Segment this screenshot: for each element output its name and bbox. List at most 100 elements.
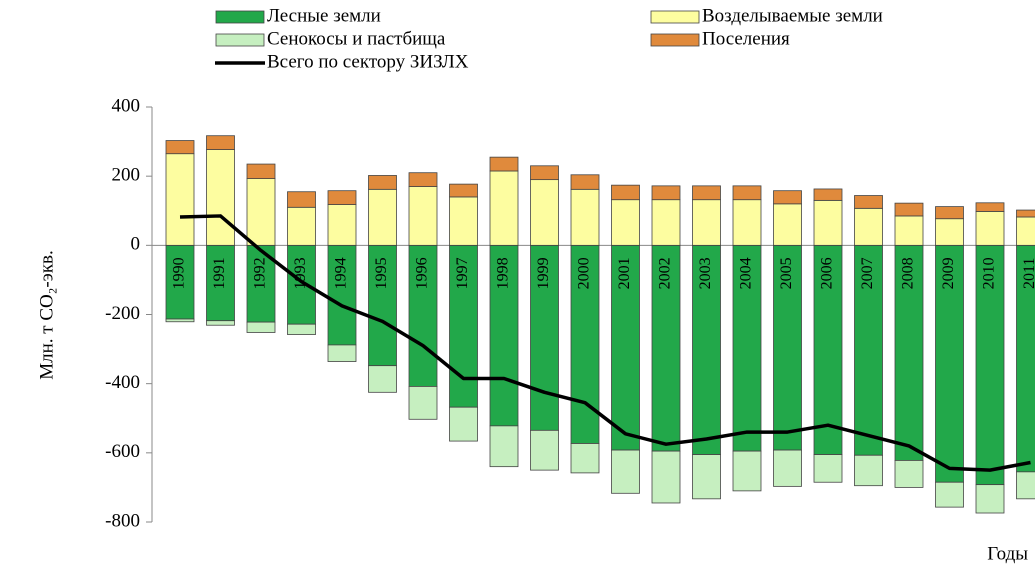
bar bbox=[246, 163, 276, 179]
x-tick-label: 2003 bbox=[697, 257, 714, 289]
legend-label: Поселения bbox=[702, 28, 790, 49]
bar bbox=[854, 195, 883, 209]
bar bbox=[246, 321, 276, 333]
x-tick-label: 1995 bbox=[373, 257, 390, 289]
x-tick-label: 2001 bbox=[616, 257, 633, 289]
y-axis-label: Млн. т CO₂-экв. bbox=[36, 250, 57, 380]
legend-swatch bbox=[650, 10, 700, 24]
bar bbox=[570, 174, 600, 190]
bar bbox=[530, 244, 559, 431]
bar bbox=[206, 320, 235, 326]
x-tick-label: 1998 bbox=[495, 257, 512, 289]
bar bbox=[287, 191, 316, 208]
bar bbox=[449, 406, 478, 442]
y-tick-label: -600 bbox=[105, 441, 140, 462]
x-tick-label: 1990 bbox=[171, 257, 188, 289]
x-tick-label: 1994 bbox=[333, 257, 350, 289]
bar bbox=[530, 429, 559, 471]
bar bbox=[975, 211, 1005, 246]
legend-swatch bbox=[215, 10, 265, 24]
bar bbox=[732, 199, 762, 246]
y-tick-label: -800 bbox=[105, 510, 140, 531]
bar bbox=[449, 196, 478, 246]
bar bbox=[813, 454, 843, 483]
bar bbox=[489, 170, 519, 246]
bar bbox=[975, 244, 1005, 486]
bar bbox=[975, 484, 1005, 514]
x-tick-label: 2004 bbox=[738, 257, 755, 289]
bar bbox=[854, 207, 883, 246]
bar bbox=[611, 449, 640, 494]
bar bbox=[773, 190, 802, 205]
bar bbox=[165, 318, 195, 323]
bar bbox=[327, 344, 357, 362]
bar bbox=[651, 450, 681, 504]
y-tick-label: -200 bbox=[105, 303, 140, 324]
bar bbox=[692, 199, 721, 246]
bar bbox=[773, 244, 802, 451]
bar bbox=[287, 323, 316, 335]
bar bbox=[611, 244, 640, 451]
bar bbox=[854, 244, 883, 456]
bar bbox=[894, 460, 924, 488]
bar bbox=[408, 386, 438, 420]
x-tick-label: 2006 bbox=[819, 257, 836, 289]
x-tick-label: 2007 bbox=[859, 257, 876, 289]
legend-label: Сенокосы и пастбища bbox=[267, 28, 446, 49]
bar bbox=[408, 186, 438, 246]
x-tick-label: 1996 bbox=[414, 257, 431, 289]
y-tick-label: 200 bbox=[112, 165, 141, 186]
bar bbox=[692, 454, 721, 500]
bar bbox=[206, 149, 235, 246]
bar bbox=[206, 135, 235, 150]
total-line bbox=[179, 214, 1031, 472]
x-tick-label: 2002 bbox=[657, 257, 674, 289]
y-tick-label: 400 bbox=[112, 95, 141, 116]
x-tick-label: 1991 bbox=[211, 257, 228, 289]
y-tick-label: -400 bbox=[105, 372, 140, 393]
bar bbox=[530, 165, 559, 181]
bar bbox=[894, 215, 924, 246]
bar bbox=[935, 218, 964, 246]
bar bbox=[854, 454, 883, 487]
legend-label: Возделываемые земли bbox=[702, 5, 883, 26]
bar bbox=[408, 172, 438, 187]
bar bbox=[732, 450, 762, 492]
bar bbox=[975, 202, 1005, 212]
bar bbox=[165, 140, 195, 155]
x-tick-label: 2011 bbox=[1021, 258, 1035, 289]
x-axis-label: Годы bbox=[987, 543, 1028, 564]
bar bbox=[368, 188, 397, 246]
bar bbox=[327, 244, 357, 346]
bar bbox=[773, 203, 802, 246]
bar bbox=[368, 175, 397, 190]
x-tick-label: 2008 bbox=[900, 257, 917, 289]
bar bbox=[368, 365, 397, 393]
bar bbox=[1016, 471, 1035, 500]
bar bbox=[165, 153, 195, 246]
y-tick-label: 0 bbox=[131, 234, 141, 255]
bar bbox=[935, 481, 964, 508]
bar bbox=[732, 244, 762, 452]
x-tick-label: 1997 bbox=[454, 257, 471, 289]
x-tick-label: 2005 bbox=[778, 257, 795, 289]
bar bbox=[1016, 216, 1035, 246]
bar bbox=[935, 244, 964, 483]
bar bbox=[1016, 209, 1035, 218]
bar bbox=[813, 188, 843, 201]
bar bbox=[570, 188, 600, 246]
bar bbox=[894, 244, 924, 461]
bar bbox=[489, 156, 519, 172]
bar bbox=[489, 244, 519, 427]
bar bbox=[651, 244, 681, 452]
bar bbox=[935, 206, 964, 220]
legend-swatch bbox=[650, 33, 700, 47]
x-tick-label: 1999 bbox=[535, 257, 552, 289]
bar bbox=[570, 443, 600, 474]
x-tick-label: 1993 bbox=[292, 257, 309, 289]
legend-label: Лесные земли bbox=[267, 5, 381, 26]
bar bbox=[530, 179, 559, 246]
bar bbox=[489, 425, 519, 468]
bar bbox=[246, 178, 276, 246]
